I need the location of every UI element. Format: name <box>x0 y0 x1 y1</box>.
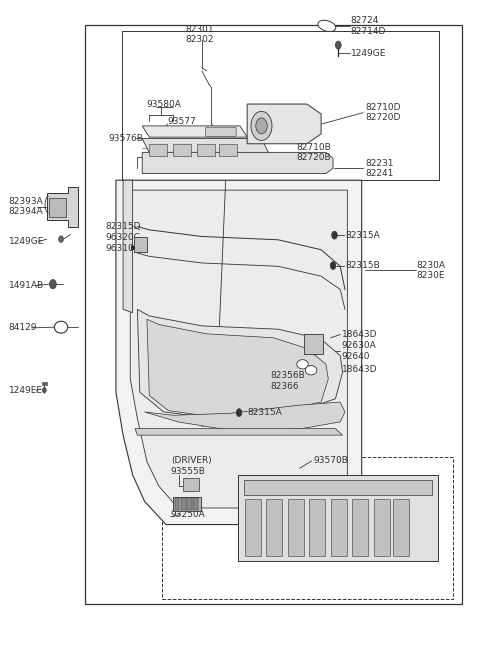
Bar <box>352 499 368 556</box>
Text: 1249GE: 1249GE <box>351 49 386 58</box>
Text: 8230A
8230E: 8230A 8230E <box>417 261 445 280</box>
Polygon shape <box>123 180 132 313</box>
Circle shape <box>49 279 56 289</box>
Circle shape <box>42 388 46 393</box>
Bar <box>173 144 192 156</box>
Bar <box>218 144 237 156</box>
Bar <box>49 198 66 217</box>
Text: 18643D: 18643D <box>342 365 377 374</box>
Bar <box>162 457 453 599</box>
Circle shape <box>336 41 341 49</box>
Bar <box>197 144 215 156</box>
Bar <box>187 498 192 510</box>
Text: 82710D
82720D: 82710D 82720D <box>365 103 400 122</box>
Ellipse shape <box>305 366 317 375</box>
Ellipse shape <box>54 321 68 333</box>
Text: 82710B
82720B: 82710B 82720B <box>296 143 331 162</box>
Text: 92630A
92640: 92630A 92640 <box>342 341 376 360</box>
Bar <box>85 25 462 604</box>
Text: 82315A: 82315A <box>345 231 380 239</box>
Bar <box>309 499 325 556</box>
Text: 93250A: 93250A <box>171 510 205 519</box>
Polygon shape <box>147 319 328 415</box>
Polygon shape <box>142 126 247 137</box>
Polygon shape <box>130 190 348 508</box>
Text: 82356B
82366: 82356B 82366 <box>270 371 305 390</box>
Text: 96320C
96310: 96320C 96310 <box>106 233 140 253</box>
Bar <box>149 144 168 156</box>
Polygon shape <box>144 402 345 432</box>
Circle shape <box>251 111 272 140</box>
Text: 82315D: 82315D <box>106 222 141 231</box>
Circle shape <box>256 118 267 134</box>
Bar <box>393 499 409 556</box>
Text: 82724
82714D: 82724 82714D <box>351 16 386 36</box>
Polygon shape <box>137 309 343 418</box>
Polygon shape <box>116 180 362 525</box>
Text: 93576B: 93576B <box>109 134 144 143</box>
Bar <box>266 499 282 556</box>
Text: 93577: 93577 <box>168 118 196 126</box>
Text: 84129: 84129 <box>9 323 37 332</box>
Text: 1249GE: 1249GE <box>9 237 44 246</box>
Bar <box>244 480 432 495</box>
Bar <box>42 382 47 386</box>
Text: 93572A: 93572A <box>313 478 348 487</box>
Bar <box>193 498 198 510</box>
Text: 1249EE: 1249EE <box>9 386 43 395</box>
Text: 93555B: 93555B <box>171 467 205 476</box>
Bar <box>373 499 390 556</box>
Bar <box>173 497 201 511</box>
Circle shape <box>59 236 63 243</box>
Polygon shape <box>247 104 321 144</box>
Text: 82393A
82394A: 82393A 82394A <box>9 197 43 216</box>
Polygon shape <box>142 152 333 174</box>
Bar <box>183 478 199 491</box>
Circle shape <box>236 409 242 416</box>
Polygon shape <box>142 138 271 158</box>
Text: 93580A: 93580A <box>146 100 181 108</box>
Text: 93571A: 93571A <box>280 497 314 506</box>
Ellipse shape <box>318 20 336 31</box>
Bar <box>245 499 261 556</box>
Circle shape <box>330 261 336 269</box>
Bar <box>121 31 439 180</box>
Text: 82231
82241: 82231 82241 <box>365 158 394 178</box>
Text: 1491AB: 1491AB <box>9 281 44 290</box>
Text: 18643D: 18643D <box>342 330 377 339</box>
Text: (DRIVER): (DRIVER) <box>171 456 212 465</box>
Ellipse shape <box>297 360 308 369</box>
Text: 93570B: 93570B <box>313 456 348 466</box>
Bar <box>134 237 147 252</box>
Bar <box>304 334 323 354</box>
Circle shape <box>131 246 134 250</box>
Text: 82315A: 82315A <box>247 408 282 417</box>
FancyBboxPatch shape <box>205 127 236 136</box>
Bar <box>238 475 438 561</box>
Bar <box>331 499 347 556</box>
Bar <box>181 498 186 510</box>
Text: 82301
82302: 82301 82302 <box>185 25 214 44</box>
Bar <box>288 499 304 556</box>
Circle shape <box>332 231 337 239</box>
Polygon shape <box>135 428 343 435</box>
Text: 82315B: 82315B <box>345 261 380 270</box>
Bar <box>175 498 180 510</box>
Polygon shape <box>47 187 78 227</box>
